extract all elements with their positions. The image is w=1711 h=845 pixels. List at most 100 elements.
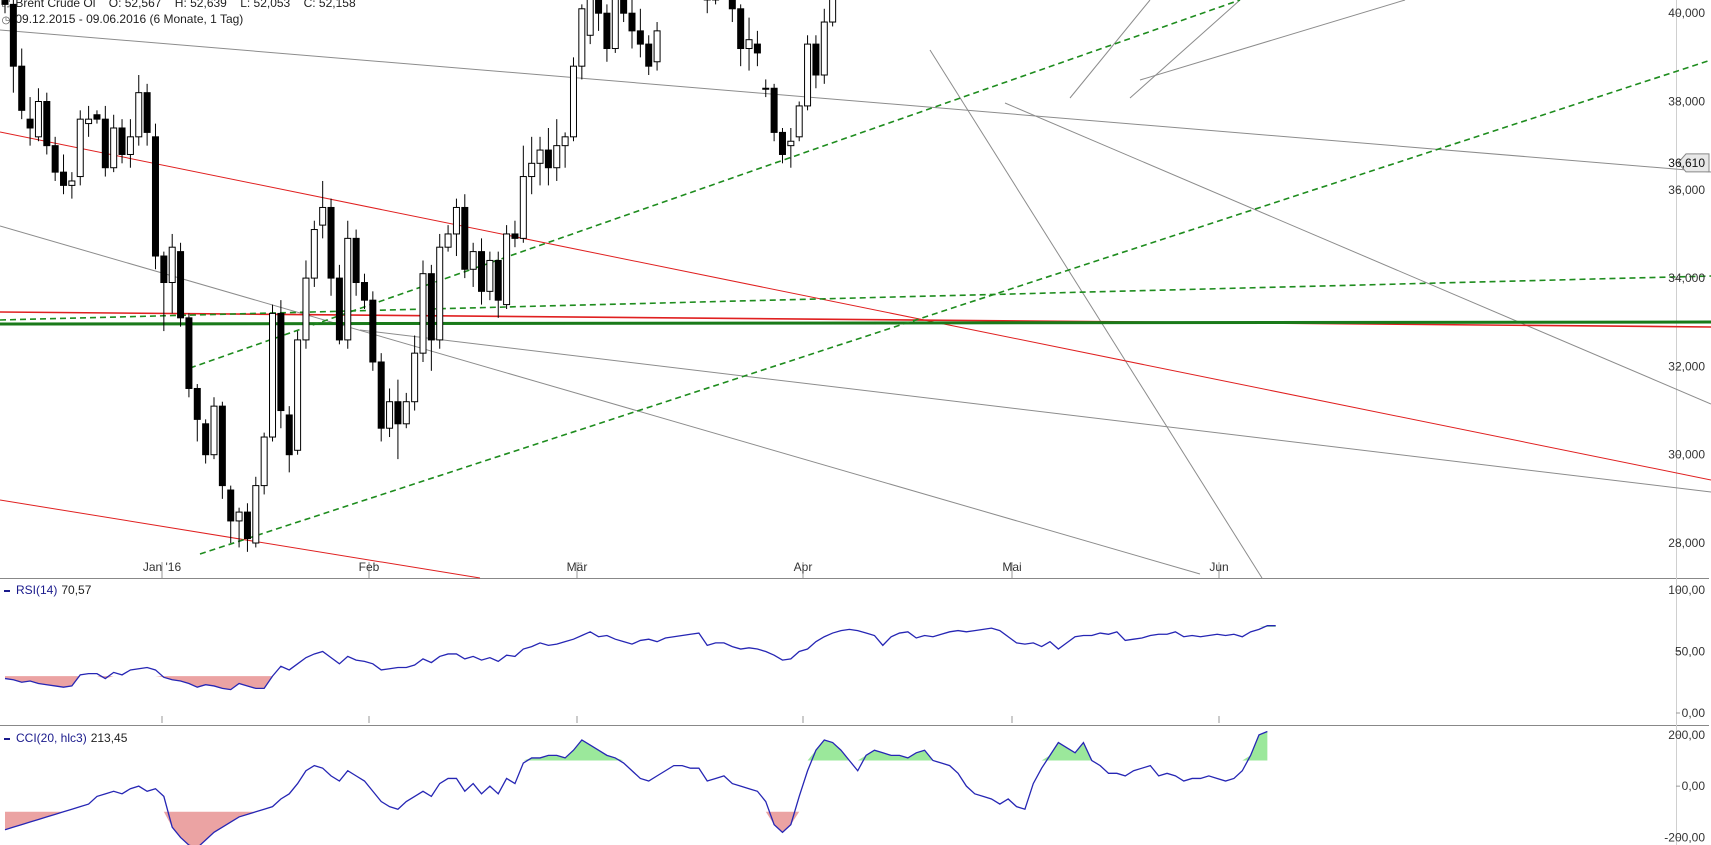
- rsi-overbought-area: [5, 625, 1276, 627]
- axes: 28,000 30,000 32,000 34,000 36,000 38,000 40,0…: [143, 6, 1710, 723]
- candle-body: [394, 401, 402, 425]
- y-tick-label: 30,000: [1668, 448, 1705, 462]
- candle-body: [18, 65, 26, 111]
- candle-body: [76, 118, 84, 178]
- open-value: O: 52,567: [108, 0, 162, 10]
- candle-body: [369, 299, 377, 363]
- candle-body: [519, 176, 527, 239]
- y-tick-label: 34,000: [1668, 271, 1705, 285]
- trend-line: [199, 59, 1711, 555]
- candle-body: [469, 251, 477, 270]
- rsi-line: [4, 625, 1276, 691]
- rsi-title: RSI(14): [16, 583, 58, 597]
- candle-body: [770, 87, 778, 133]
- trend-line: [0, 311, 1711, 328]
- candle-body: [778, 131, 786, 155]
- candle-body: [294, 339, 302, 451]
- cci-title: CCI(20, hlc3): [16, 731, 87, 745]
- trend-line: [189, 0, 1241, 369]
- candle-body: [101, 118, 109, 169]
- rsi-label[interactable]: RSI(14) 70,57: [4, 583, 91, 597]
- candle-body: [452, 206, 460, 235]
- candle-body: [352, 237, 360, 284]
- candle-body: [603, 12, 611, 50]
- candle-body: [737, 8, 745, 50]
- candle-body: [561, 136, 569, 147]
- y-tick-label: 32,000: [1668, 359, 1705, 373]
- candle-body: [302, 277, 310, 341]
- candle-body: [795, 105, 803, 138]
- candle-body: [143, 92, 151, 133]
- rsi-last-value: 70,57: [61, 583, 92, 597]
- x-tick-label: Apr: [794, 560, 813, 574]
- candle-body: [636, 30, 644, 45]
- candle-body: [461, 206, 469, 270]
- candle-body: [444, 233, 452, 248]
- date-range: ◷ 09.12.2015 - 09.06.2016 (6 Monate, 1 T…: [0, 12, 244, 28]
- candle-body: [34, 101, 42, 138]
- candle-body: [377, 361, 385, 429]
- trend-line: [0, 131, 1711, 481]
- candle-body: [436, 246, 444, 341]
- candle-body: [243, 511, 251, 540]
- cci-last-value: 213,45: [90, 731, 128, 745]
- trendlines: [0, 0, 1711, 579]
- candle-body: [762, 87, 770, 90]
- y-tick-label: 40,000: [1668, 6, 1705, 20]
- y-tick-label: 36,000: [1668, 183, 1705, 197]
- candle-body: [787, 140, 795, 147]
- candle-body: [511, 233, 519, 239]
- candle-body: [419, 273, 427, 354]
- candle-body: [160, 255, 168, 284]
- trend-line: [1004, 102, 1711, 405]
- trend-line: [929, 49, 1263, 579]
- candle-body: [335, 277, 343, 341]
- candle-body: [210, 405, 218, 456]
- cci-overbought-area: [5, 731, 1268, 761]
- candle-body: [595, 0, 603, 14]
- candle-body: [227, 489, 235, 522]
- candle-body: [118, 127, 126, 155]
- candle-body: [829, 0, 837, 23]
- candle-body: [126, 136, 134, 155]
- cci-y-tick-label: 0,00: [1682, 779, 1706, 793]
- y-tick-label: 28,000: [1668, 536, 1705, 550]
- rsi-y-tick-label: 100,00: [1668, 583, 1705, 597]
- candle-body: [611, 0, 619, 50]
- candlestick-series: [1, 0, 837, 552]
- candle-body: [402, 401, 410, 425]
- candle-body: [252, 485, 260, 544]
- cci-oversold-area: [5, 811, 1268, 845]
- cci-label[interactable]: CCI(20, hlc3) 213,45: [4, 731, 127, 745]
- candle-body: [728, 0, 736, 10]
- candle-body: [26, 118, 34, 129]
- candle-body: [151, 136, 159, 257]
- candle-body: [478, 251, 486, 292]
- candle-body: [386, 401, 394, 429]
- candle-body: [135, 92, 143, 138]
- candle-body: [586, 0, 594, 36]
- close-value: C: 52,158: [303, 0, 356, 10]
- candle-body: [43, 101, 51, 147]
- rsi-panel: 0,00 50,00 100,00: [4, 583, 1705, 720]
- cci-panel: -200,00 0,00 200,00: [4, 728, 1706, 845]
- support-price-tag-text: 36,610: [1668, 156, 1705, 170]
- trend-line: [0, 225, 1201, 575]
- candle-body: [319, 206, 327, 226]
- trend-line: [0, 275, 1711, 321]
- instrument-name: Brent Crude Ol: [15, 0, 96, 10]
- candle-body: [360, 282, 368, 301]
- candle-body: [812, 43, 820, 76]
- candle-body: [185, 317, 193, 389]
- cci-line: [4, 730, 1268, 845]
- cci-y-tick-label: -200,00: [1664, 830, 1705, 844]
- candle-body: [804, 43, 812, 107]
- trend-line: [0, 321, 1711, 326]
- candle-body: [536, 149, 544, 164]
- candle-body: [177, 251, 185, 319]
- candle-body: [645, 43, 653, 67]
- trend-line: [0, 29, 1711, 173]
- candle-body: [285, 414, 293, 456]
- candle-body: [60, 171, 68, 186]
